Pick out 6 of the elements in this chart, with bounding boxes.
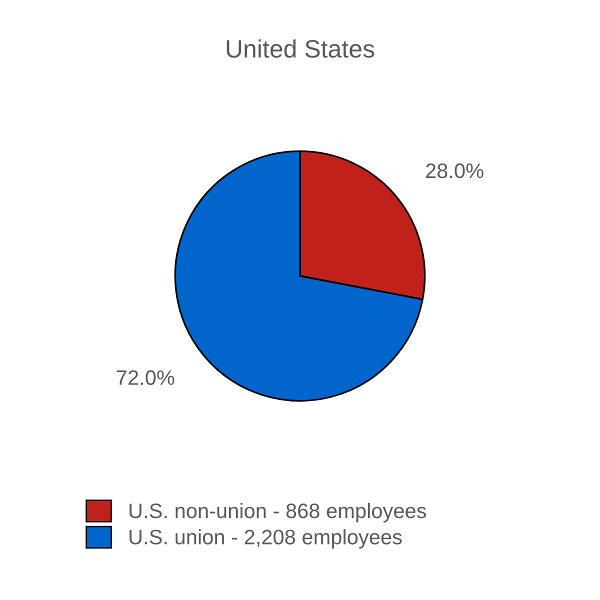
legend-label: U.S. union - 2,208 employees — [130, 529, 402, 549]
legend-label: U.S. non-union - 868 employees — [130, 502, 426, 522]
data-label: 72.0% — [116, 370, 174, 386]
pie-slice — [174, 150, 424, 402]
data-label: 28.0% — [426, 163, 484, 178]
chart-title: United States — [226, 39, 374, 58]
